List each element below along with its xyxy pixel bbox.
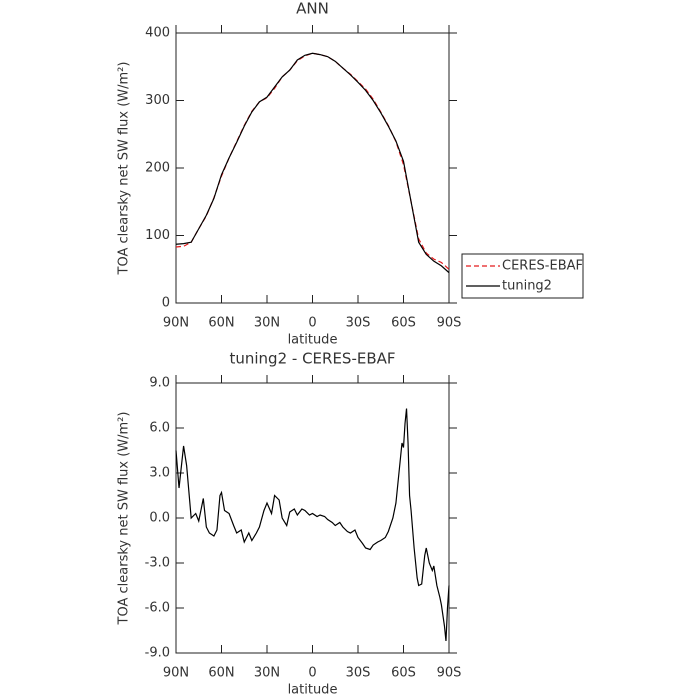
- y-tick-label: 100: [145, 228, 170, 243]
- x-tick-label: 30N: [254, 666, 280, 681]
- chart-title: ANN: [296, 0, 329, 18]
- x-axis-label: latitude: [288, 683, 338, 698]
- x-tick-label: 90N: [163, 666, 189, 681]
- x-tick-label: 30N: [254, 316, 280, 331]
- x-tick-label: 90S: [437, 666, 462, 681]
- y-axis-label: TOA clearsky net SW flux (W/m²): [117, 412, 132, 626]
- data-line: [175, 52, 450, 274]
- y-tick-label: 300: [145, 93, 170, 108]
- legend-label: CERES-EBAF: [502, 259, 583, 274]
- x-tick-label: 60N: [208, 316, 234, 331]
- y-tick-label: -6.0: [145, 601, 170, 616]
- x-tick-label: 30S: [346, 666, 371, 681]
- y-axis-label: TOA clearsky net SW flux (W/m²): [117, 62, 132, 276]
- y-tick-label: -9.0: [145, 646, 170, 661]
- x-tick-label: 90N: [163, 316, 189, 331]
- data-line: [175, 52, 450, 270]
- legend-label: tuning2: [502, 279, 552, 294]
- x-tick-label: 0: [308, 666, 316, 681]
- legend-box: [461, 253, 584, 299]
- y-tick-label: 200: [145, 161, 170, 176]
- x-tick-label: 60N: [208, 666, 234, 681]
- x-tick-label: 30S: [346, 316, 371, 331]
- data-line: [175, 408, 450, 642]
- y-tick-label: 0: [162, 296, 170, 311]
- x-tick-label: 0: [308, 316, 316, 331]
- x-tick-label: 60S: [391, 666, 416, 681]
- y-tick-label: 3.0: [149, 466, 170, 481]
- x-axis-label: latitude: [288, 333, 338, 348]
- x-tick-label: 90S: [437, 316, 462, 331]
- y-tick-label: 400: [145, 26, 170, 41]
- plot-frame: [175, 382, 450, 654]
- plot-frame: [175, 32, 450, 304]
- x-tick-label: 60S: [391, 316, 416, 331]
- y-tick-label: 9.0: [149, 376, 170, 391]
- y-tick-label: -3.0: [145, 556, 170, 571]
- y-tick-label: 6.0: [149, 421, 170, 436]
- y-tick-label: 0.0: [149, 511, 170, 526]
- chart-title: tuning2 - CERES-EBAF: [229, 350, 395, 368]
